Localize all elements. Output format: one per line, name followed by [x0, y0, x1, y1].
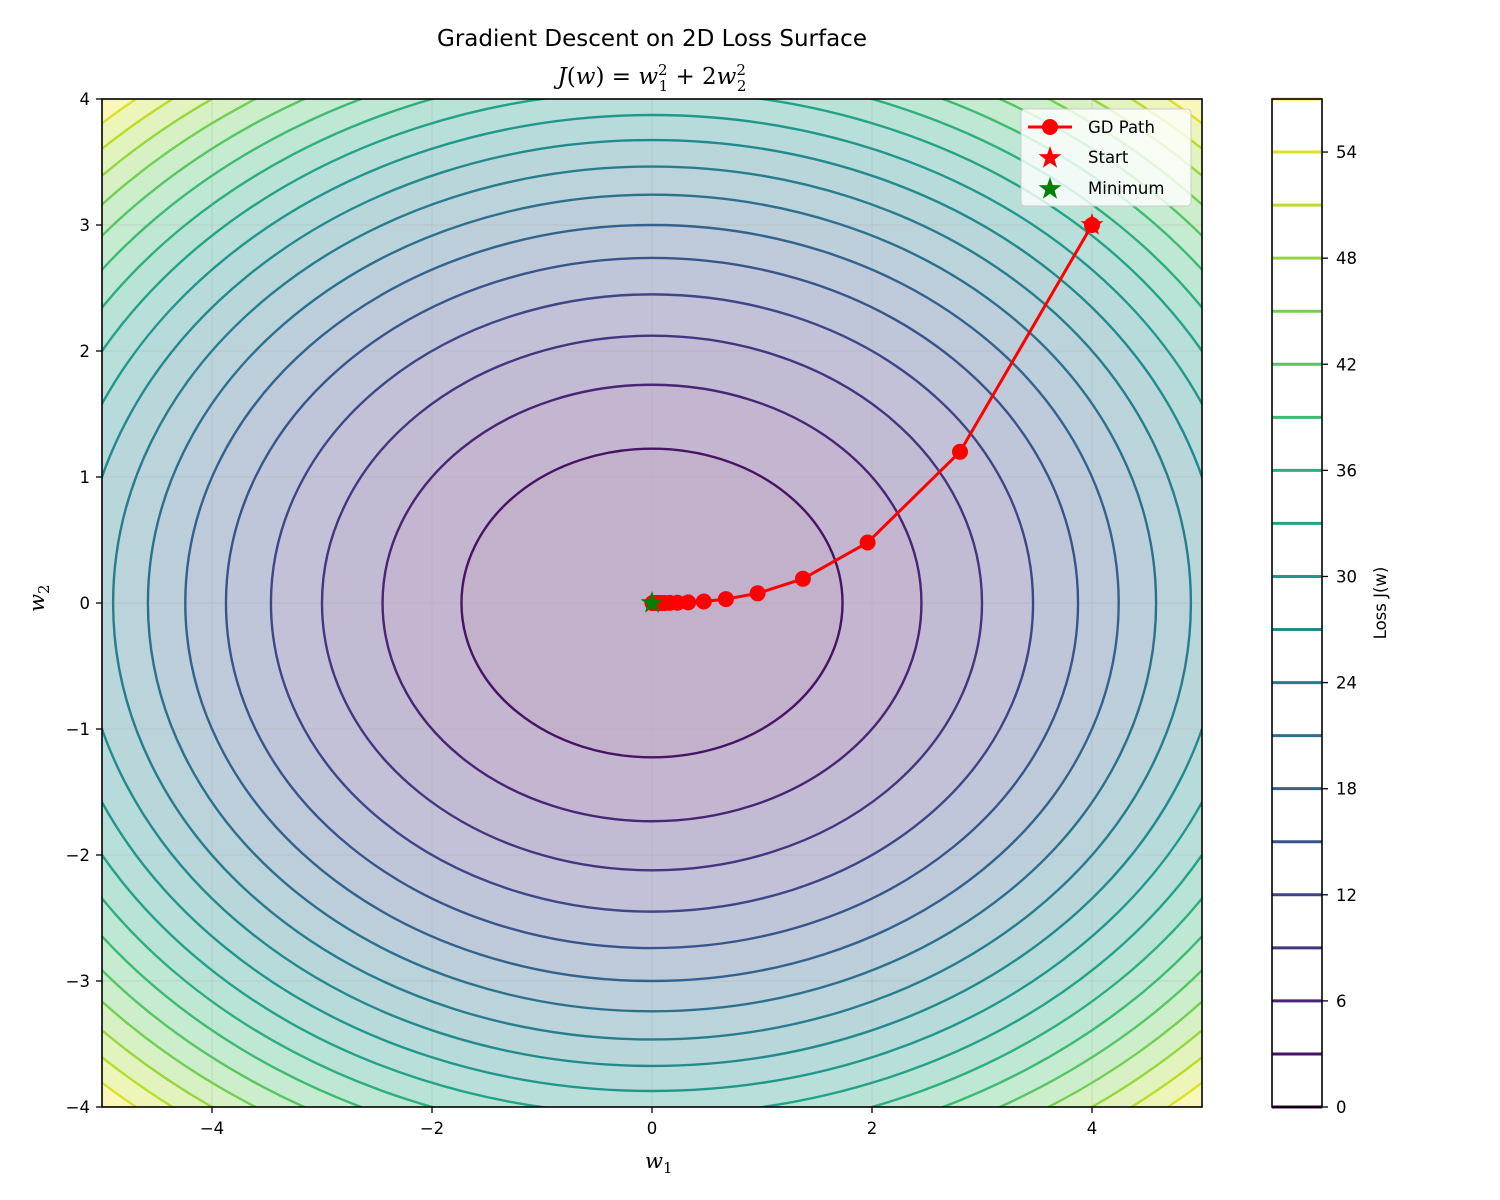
y-tick-label: 0: [80, 594, 91, 613]
svg-text:GD Path: GD Path: [1088, 118, 1155, 137]
start-star-icon: [1080, 213, 1104, 235]
svg-text:Start: Start: [1088, 148, 1129, 167]
colorbar-tick-label: 6: [1336, 992, 1347, 1011]
gd-step-marker: [952, 443, 968, 460]
x-axis-ticks: −4 −2 0 2 4: [200, 1107, 1097, 1138]
green-star-icon: [1038, 177, 1062, 199]
legend-entry-start: Start: [1038, 146, 1129, 168]
colorbar-tick-label: 24: [1336, 674, 1357, 693]
y-tick-label: 4: [80, 90, 91, 109]
minimum-star-icon: [640, 591, 664, 613]
gd-path: [640, 213, 1104, 613]
colorbar-label: Loss J(w): [1371, 567, 1390, 640]
gd-step-marker: [695, 593, 712, 610]
colorbar-tick-label: 18: [1336, 780, 1357, 799]
svg-text:Minimum: Minimum: [1088, 179, 1164, 198]
x-tick-label: 2: [867, 1119, 878, 1138]
gd-step-marker: [717, 591, 734, 608]
circle-marker-icon: [1042, 119, 1058, 135]
x-tick-label: −2: [420, 1119, 444, 1138]
colorbar-tick-label: 30: [1336, 567, 1357, 586]
x-axis-label: w1: [645, 1149, 673, 1177]
legend: GD Path Start Minimum: [1020, 108, 1192, 207]
y-tick-label: 2: [80, 342, 91, 361]
y-tick-label: −4: [66, 1098, 90, 1117]
y-tick-label: 3: [80, 216, 91, 235]
colorbar: 0 6 12 18 24 30 36 42 48 54 Loss J(w): [1271, 97, 1390, 1117]
colorbar-tick-label: 36: [1336, 461, 1357, 480]
y-axis-label: w2: [25, 584, 53, 612]
colorbar-tick-label: 42: [1336, 355, 1357, 374]
x-tick-label: −4: [200, 1119, 224, 1138]
colorbar-tick-label: 48: [1336, 249, 1357, 268]
y-tick-label: −2: [66, 846, 90, 865]
gd-step-marker: [749, 585, 766, 602]
gd-step-marker: [794, 570, 811, 587]
chart-subtitle-formula: J(w) = w2 1 + 2w2 2: [554, 61, 747, 95]
colorbar-ticks: 0 6 12 18 24 30 36 42 48 54: [1322, 143, 1357, 1117]
red-star-icon: [1038, 146, 1062, 168]
x-tick-label: 0: [647, 1119, 658, 1138]
x-tick-label: 4: [1087, 1119, 1098, 1138]
colorbar-tick-label: 12: [1336, 886, 1357, 905]
chart-title: Gradient Descent on 2D Loss Surface: [437, 26, 867, 52]
y-tick-label: −1: [66, 720, 90, 739]
gd-step-marker: [859, 534, 876, 551]
y-tick-label: 1: [80, 468, 91, 487]
legend-entry-gd-path: GD Path: [1028, 118, 1155, 137]
y-tick-label: −3: [66, 972, 90, 991]
legend-entry-minimum: Minimum: [1038, 177, 1164, 199]
y-axis-ticks: −4 −3 −2 −1 0 1 2 3 4: [66, 90, 102, 1117]
colorbar-tick-label: 0: [1336, 1098, 1347, 1117]
colorbar-tick-label: 54: [1336, 143, 1357, 162]
